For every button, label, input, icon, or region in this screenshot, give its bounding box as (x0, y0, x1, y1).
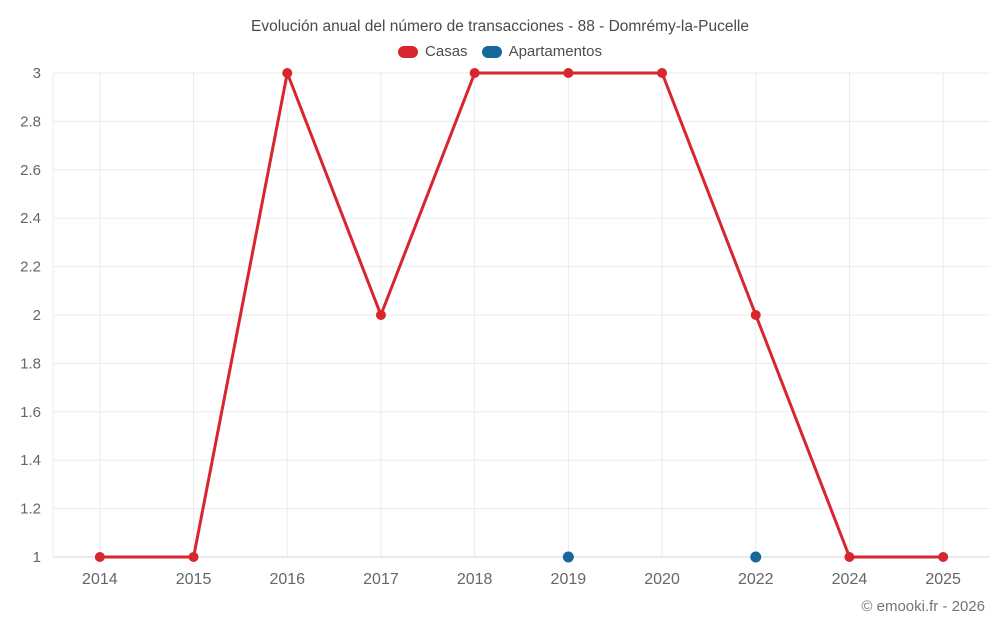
series-line-casas (98, 71, 945, 559)
y-tick-label: 2.6 (20, 162, 41, 179)
x-tick-label: 2018 (457, 571, 493, 588)
y-tick-label: 1.4 (20, 452, 41, 469)
legend-label-casas: Casas (425, 43, 468, 60)
y-tick-label: 2 (33, 307, 41, 324)
x-tick-label: 2022 (738, 571, 774, 588)
data-point-casas-2024[interactable] (844, 552, 855, 562)
data-point-apartamentos-2022[interactable] (750, 551, 762, 563)
x-tick-label: 2024 (832, 571, 868, 588)
y-tick-label: 1 (33, 549, 41, 566)
chart-title: Evolución anual del número de transaccio… (251, 18, 749, 35)
y-tick-label: 1.8 (20, 355, 41, 372)
legend-label-apartamentos: Apartamentos (508, 43, 602, 60)
legend-item-apartamentos[interactable]: Apartamentos (481, 43, 602, 60)
y-tick-label: 1.6 (20, 404, 41, 421)
data-point-casas-2015[interactable] (188, 552, 199, 562)
x-tick-label: 2019 (551, 571, 587, 588)
legend-item-casas[interactable]: Casas (398, 43, 468, 60)
legend-swatch-apartamentos-icon (481, 45, 502, 58)
legend: Casas Apartamentos (0, 43, 1000, 60)
y-tick-label: 2.2 (20, 259, 41, 276)
y-tick-label: 3 (33, 65, 41, 82)
data-point-casas-2019[interactable] (563, 68, 574, 78)
data-point-casas-2022[interactable] (750, 310, 761, 320)
y-tick-label: 2.4 (20, 210, 41, 227)
x-tick-label: 2016 (269, 571, 305, 588)
legend-swatch-casas-icon (398, 45, 419, 58)
data-point-casas-2025[interactable] (938, 552, 949, 562)
data-point-casas-2018[interactable] (469, 68, 480, 78)
x-tick-label: 2015 (176, 571, 212, 588)
data-point-casas-2020[interactable] (657, 68, 668, 78)
data-point-casas-2016[interactable] (282, 68, 293, 78)
y-tick-label: 2.8 (20, 113, 41, 130)
footer-credit: © emooki.fr - 2026 (861, 598, 985, 615)
data-point-casas-2017[interactable] (375, 310, 386, 320)
x-tick-label: 2020 (644, 571, 680, 588)
x-tick-label: 2014 (82, 571, 118, 588)
data-point-apartamentos-2019[interactable] (562, 551, 574, 563)
data-point-casas-2014[interactable] (94, 552, 105, 562)
x-tick-label: 2025 (925, 571, 961, 588)
y-tick-label: 1.2 (20, 501, 41, 518)
x-tick-label: 2017 (363, 571, 399, 588)
